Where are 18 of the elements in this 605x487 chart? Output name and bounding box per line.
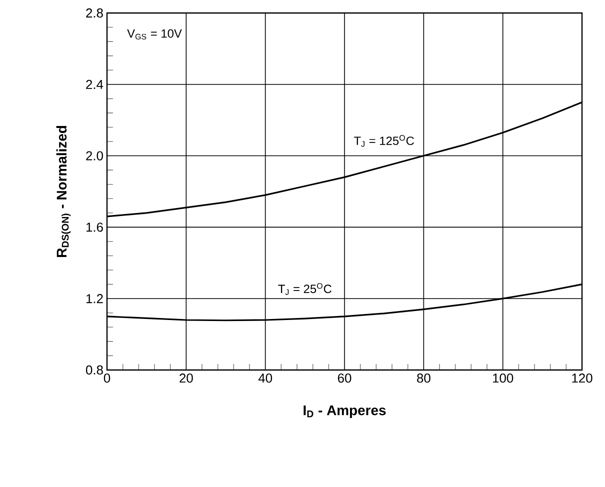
y-tick-label: 1.2 [86, 294, 103, 304]
y-tick-label: 2.4 [86, 80, 104, 89]
y-tick-label: 2.0 [86, 151, 103, 160]
annotation: V$_{GS}$ = 10V [127, 29, 182, 40]
x-tick-label: 40 [258, 374, 272, 383]
x-tick-label: 120 [572, 374, 592, 383]
text: R$_{DS(ON)}$ - Normalized [56, 126, 71, 257]
y-tick-label: 2.8 [86, 8, 103, 18]
series-label: T$_{J}$ = 25$^{O}$C [278, 283, 332, 295]
text: I$_{D}$ - Amperes [304, 406, 386, 418]
y-tick-label: 0.8 [86, 365, 103, 375]
x-tick-label: 20 [180, 374, 193, 383]
x-tick-label: 100 [493, 374, 514, 383]
y-tick-label: 1.6 [86, 222, 103, 232]
x-tick-label: 80 [417, 374, 430, 383]
x-tick-label: 0 [104, 374, 110, 383]
x-tick-label: 60 [338, 374, 352, 383]
series-label: T$_{J}$ = 125$^{O}$C [354, 135, 414, 147]
